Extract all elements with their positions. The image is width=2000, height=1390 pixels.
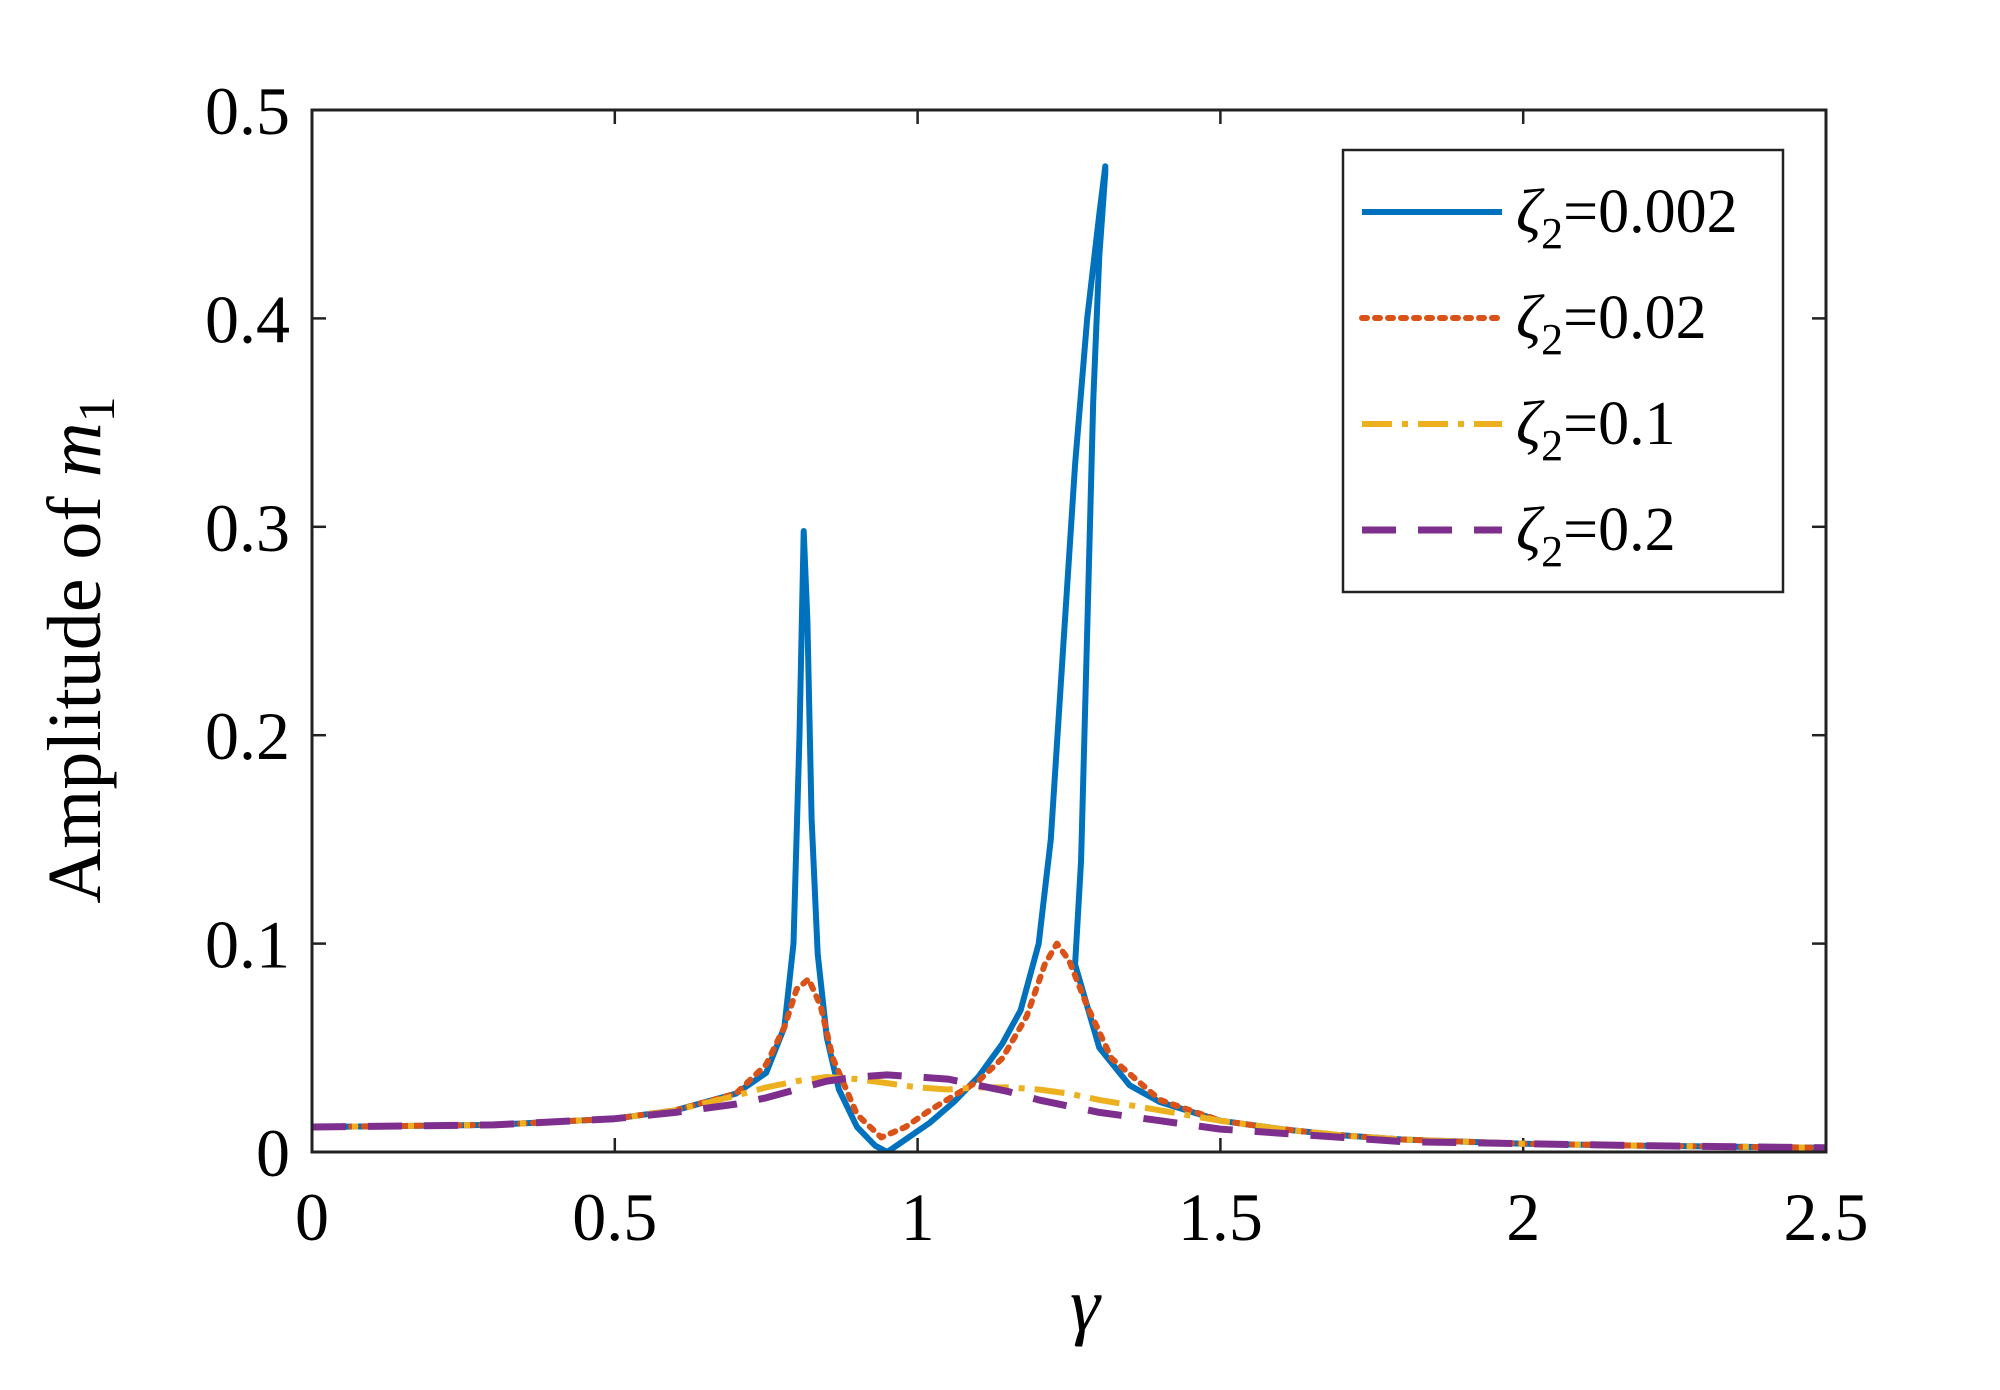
legend-label-1: ζ2=0.002: [1516, 178, 1738, 258]
legend-label-2: ζ2=0.02: [1516, 284, 1707, 364]
y-axis-title-prefix: Amplitude of: [33, 477, 117, 903]
legend-symbol: ζ: [1516, 390, 1545, 458]
x-tick-label: 2.5: [1784, 1179, 1869, 1255]
legend-subscript: 2: [1541, 421, 1563, 470]
legend-symbol: ζ: [1516, 496, 1545, 564]
x-tick-label: 0: [295, 1179, 329, 1255]
y-tick-label: 0: [256, 1115, 290, 1191]
x-tick-label: 0.5: [572, 1179, 657, 1255]
series-line-4: [312, 1071, 1826, 1152]
x-axis-title: γ: [1070, 1263, 1102, 1347]
svg-text:Amplitude of m1: Amplitude of m1: [33, 396, 126, 903]
legend-subscript: 2: [1541, 527, 1563, 576]
x-tick-label: 2: [1506, 1179, 1540, 1255]
series-layer: [312, 163, 1826, 1152]
y-tick-label: 0.3: [205, 490, 290, 566]
legend-value: =0.002: [1563, 178, 1737, 246]
plot-frame: [310, 108, 1828, 1154]
legend-value: =0.1: [1563, 390, 1675, 458]
y-tick-label: 0.4: [205, 281, 290, 357]
x-tick-label: 1.5: [1178, 1179, 1263, 1255]
y-axis-title-sub: 1: [69, 396, 126, 422]
x-tick-label: 1: [901, 1179, 935, 1255]
y-tick-label: 0.2: [205, 698, 290, 774]
legend-label-4: ζ2=0.2: [1516, 496, 1676, 576]
y-tick-label: 0.5: [205, 73, 290, 149]
y-tick-labels: 0 0.1 0.2 0.3 0.4 0.5: [205, 73, 290, 1191]
legend-label-3: ζ2=0.1: [1516, 390, 1676, 470]
legend-value: =0.02: [1563, 284, 1706, 352]
y-axis-title-var: m: [33, 422, 117, 477]
series-line-1: [312, 163, 1826, 1152]
y-axis-title: Amplitude of m1: [33, 396, 126, 903]
legend-subscript: 2: [1541, 315, 1563, 364]
x-tick-labels: 0 0.5 1 1.5 2 2.5: [295, 1179, 1869, 1255]
legend-subscript: 2: [1541, 209, 1563, 258]
legend-value: =0.2: [1563, 496, 1675, 564]
legend-symbol: ζ: [1516, 284, 1545, 352]
legend-box: [1341, 148, 1785, 594]
y-tick-label: 0.1: [205, 907, 290, 983]
legend-symbol: ζ: [1516, 178, 1545, 246]
